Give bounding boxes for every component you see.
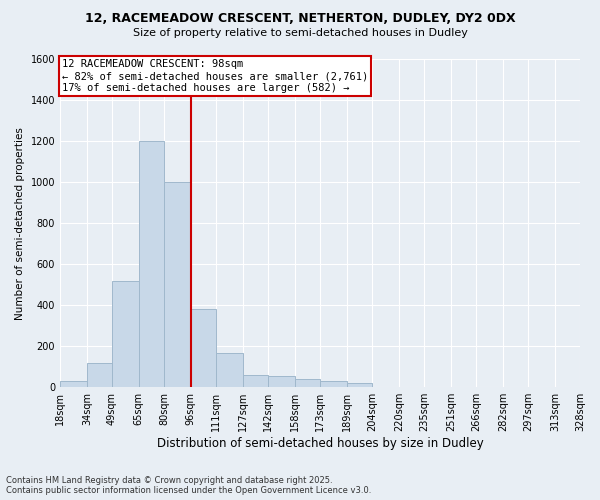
Bar [139, 141, 164, 387]
Bar [268, 376, 295, 387]
Text: Size of property relative to semi-detached houses in Dudley: Size of property relative to semi-detach… [133, 28, 467, 38]
Bar [60, 381, 87, 387]
Text: Contains HM Land Registry data © Crown copyright and database right 2025.
Contai: Contains HM Land Registry data © Crown c… [6, 476, 371, 495]
Bar [216, 354, 243, 387]
Bar [347, 383, 372, 387]
Y-axis label: Number of semi-detached properties: Number of semi-detached properties [15, 126, 25, 320]
X-axis label: Distribution of semi-detached houses by size in Dudley: Distribution of semi-detached houses by … [157, 437, 484, 450]
Bar [164, 182, 191, 387]
Bar [320, 381, 347, 387]
Bar [295, 379, 320, 387]
Bar [112, 280, 139, 387]
Bar [191, 310, 216, 387]
Text: 12, RACEMEADOW CRESCENT, NETHERTON, DUDLEY, DY2 0DX: 12, RACEMEADOW CRESCENT, NETHERTON, DUDL… [85, 12, 515, 26]
Text: 12 RACEMEADOW CRESCENT: 98sqm
← 82% of semi-detached houses are smaller (2,761)
: 12 RACEMEADOW CRESCENT: 98sqm ← 82% of s… [62, 60, 368, 92]
Bar [87, 362, 112, 387]
Bar [243, 375, 268, 387]
